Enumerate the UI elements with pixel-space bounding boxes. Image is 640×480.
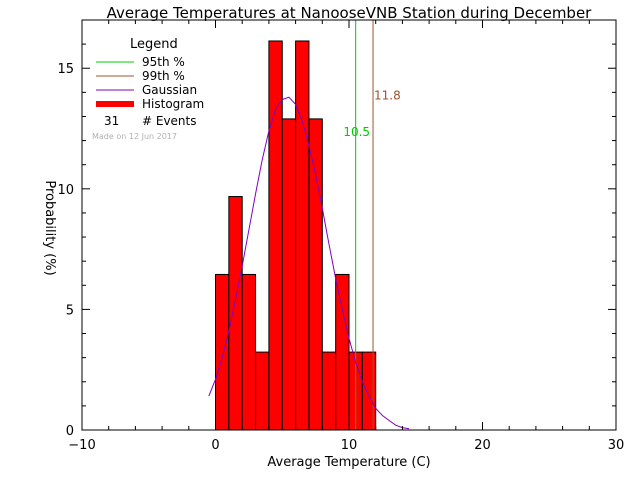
- x-tick-label: −10: [68, 438, 95, 453]
- legend-events-count: 31: [104, 114, 119, 128]
- x-axis-label: Average Temperature (C): [267, 455, 430, 470]
- legend-label-gaussian: Gaussian: [142, 83, 197, 97]
- y-tick-label: 15: [57, 62, 74, 77]
- histogram-bar: [255, 351, 270, 431]
- x-tick-label: 10: [341, 438, 358, 453]
- legend-label-histogram: Histogram: [142, 97, 204, 111]
- y-tick-label: 0: [66, 424, 74, 439]
- histogram-bar: [335, 273, 350, 431]
- histogram-bar: [228, 196, 243, 431]
- histogram-bar: [308, 118, 323, 431]
- x-tick-label: 30: [608, 438, 625, 453]
- histogram-bar: [361, 351, 377, 431]
- legend: Legend 95th % 99th % Gaussian Histogram …: [92, 37, 204, 141]
- legend-label-99th: 99th %: [142, 69, 185, 83]
- histogram-bar: [241, 273, 257, 431]
- y-tick-label: 5: [66, 303, 74, 318]
- histogram-bar: [215, 273, 230, 431]
- percentile-label: 10.5: [343, 125, 370, 139]
- y-tick-label: 10: [57, 183, 74, 198]
- plot-marks: 10.5 11.8: [208, 20, 410, 431]
- x-tick-label: 0: [211, 438, 219, 453]
- legend-label-95th: 95th %: [142, 55, 185, 69]
- histogram-bar: [281, 118, 297, 431]
- histogram-bar: [268, 40, 283, 431]
- x-tick-label: 20: [474, 438, 491, 453]
- gaussian-curve: [208, 96, 410, 430]
- percentile-label: 11.8: [374, 89, 401, 103]
- chart-title: Average Temperatures at NanooseVNB Stati…: [107, 4, 593, 22]
- y-axis-label: Probability (%): [42, 180, 57, 275]
- made-on-note: Made on 12 Jun 2017: [92, 132, 177, 141]
- histogram-bar: [321, 351, 337, 431]
- legend-title: Legend: [130, 37, 178, 52]
- histogram-bar: [295, 40, 310, 431]
- legend-events-label: # Events: [142, 114, 197, 128]
